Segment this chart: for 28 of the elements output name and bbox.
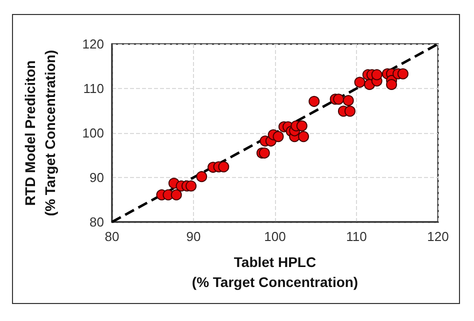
point [296, 120, 308, 132]
y-tick-label: 100 [82, 126, 104, 140]
point [308, 96, 320, 107]
point [272, 131, 284, 142]
point [186, 180, 197, 192]
x-axis-title: Tablet HPLC (% Target Concentration) [192, 254, 358, 290]
y-tick-label: 80 [90, 214, 104, 230]
point [342, 95, 354, 106]
point [196, 171, 208, 182]
x-tick-label: 110 [346, 229, 367, 244]
x-tick-label: 90 [186, 229, 201, 244]
x-tick-label: 100 [264, 229, 286, 244]
point [218, 161, 230, 172]
x-tick-label: 120 [427, 229, 449, 244]
y-tick-label: 90 [90, 170, 104, 185]
y-tick-label: 110 [83, 81, 104, 96]
point [397, 68, 408, 80]
point [344, 106, 356, 117]
point [354, 76, 366, 88]
point [258, 148, 270, 159]
point [386, 78, 398, 90]
point [333, 94, 344, 105]
y-tick-label: 120 [82, 36, 104, 52]
point [298, 131, 310, 142]
point [371, 69, 382, 80]
point [170, 189, 182, 200]
x-tick-label: 80 [104, 229, 120, 244]
y-axis-title: RTD Model Prediciton (% Target Concentration) [22, 50, 58, 216]
